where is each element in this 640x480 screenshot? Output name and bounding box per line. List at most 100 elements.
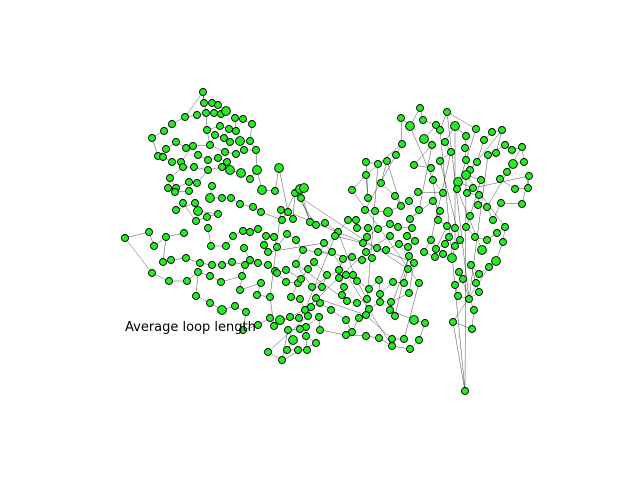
graph-node [294, 346, 302, 354]
graph-node [483, 203, 491, 211]
graph-node [249, 203, 257, 211]
graph-node [436, 157, 444, 165]
graph-node [518, 200, 526, 208]
graph-node [246, 228, 254, 236]
graph-node [160, 127, 168, 135]
graph-node [462, 132, 470, 140]
graph-edge [299, 188, 311, 223]
graph-node [145, 228, 153, 236]
graph-node [208, 182, 216, 190]
graph-node [204, 166, 212, 174]
graph-node [231, 114, 239, 122]
graph-node [447, 253, 457, 263]
graph-node [511, 185, 519, 193]
graph-node [196, 259, 204, 267]
graph-node [189, 142, 197, 150]
graph-node [296, 295, 304, 303]
graph-node [358, 256, 366, 264]
graph-node [415, 279, 423, 287]
graph-node [331, 232, 339, 240]
graph-node [508, 159, 518, 169]
graph-node [368, 254, 376, 262]
graph-node [218, 261, 226, 269]
graph-node [375, 276, 383, 284]
graph-node [524, 184, 532, 192]
graph-node [165, 277, 173, 285]
graph-node [468, 325, 476, 333]
graph-edge [269, 296, 275, 327]
graph-node [335, 274, 343, 282]
graph-node [386, 306, 394, 314]
graph-node [388, 342, 396, 350]
graph-edge [435, 225, 448, 250]
graph-edge [267, 315, 309, 353]
graph-node [232, 127, 240, 135]
graph-node [248, 120, 256, 128]
graph-node [182, 144, 190, 152]
graph-node [206, 272, 214, 280]
graph-edge [304, 235, 336, 311]
graph-node [392, 151, 400, 159]
graph-node [167, 256, 175, 264]
graph-node [472, 125, 480, 133]
graph-node [342, 331, 350, 339]
graph-node [463, 189, 471, 197]
graph-node [363, 233, 371, 241]
graph-node [475, 191, 483, 199]
graph-node [200, 99, 208, 107]
graph-node [499, 238, 507, 246]
graph-node [323, 271, 331, 279]
graph-node [226, 138, 234, 146]
graph-node [432, 121, 440, 129]
graph-node [246, 175, 254, 183]
graph-node [185, 178, 193, 186]
graph-edge [400, 117, 403, 145]
graph-edge [452, 266, 490, 323]
graph-node [503, 168, 511, 176]
graph-node [225, 125, 233, 133]
graph-node [266, 314, 274, 322]
graph-node [349, 271, 357, 279]
graph-node [168, 120, 176, 128]
graph-node [475, 288, 483, 296]
graph-node [469, 184, 477, 192]
graph-nodes [121, 88, 533, 395]
graph-edge [184, 91, 204, 118]
graph-node [217, 305, 227, 315]
graph-node [461, 144, 469, 152]
graph-node [194, 151, 202, 159]
graph-node [489, 216, 497, 224]
graph-node [210, 109, 218, 117]
graph-node [239, 227, 247, 235]
graph-node [271, 187, 279, 195]
graph-node [320, 239, 328, 247]
graph-node [497, 199, 505, 207]
graph-node [307, 303, 315, 311]
graph-node [284, 208, 292, 216]
graph-node [348, 186, 356, 194]
graph-node [467, 261, 475, 269]
graph-node [405, 289, 413, 297]
graph-node [193, 206, 203, 216]
graph-edge [300, 197, 409, 270]
graph-node [429, 197, 437, 205]
graph-node [289, 215, 297, 223]
graph-node [218, 194, 226, 202]
graph-node [264, 248, 272, 256]
graph-node [204, 224, 212, 232]
graph-node [373, 244, 381, 252]
graph-node [229, 232, 237, 240]
graph-node [518, 143, 526, 151]
graph-node [447, 148, 455, 156]
graph-node [171, 188, 179, 196]
graph-node [207, 242, 215, 250]
graph-node [454, 292, 462, 300]
graph-node [283, 346, 291, 354]
graph-node [254, 225, 262, 233]
graph-node [308, 283, 316, 291]
graph-node [262, 232, 270, 240]
graph-node [282, 278, 290, 286]
graph-node [400, 279, 408, 287]
graph-node [278, 356, 286, 364]
graph-node [451, 224, 459, 232]
